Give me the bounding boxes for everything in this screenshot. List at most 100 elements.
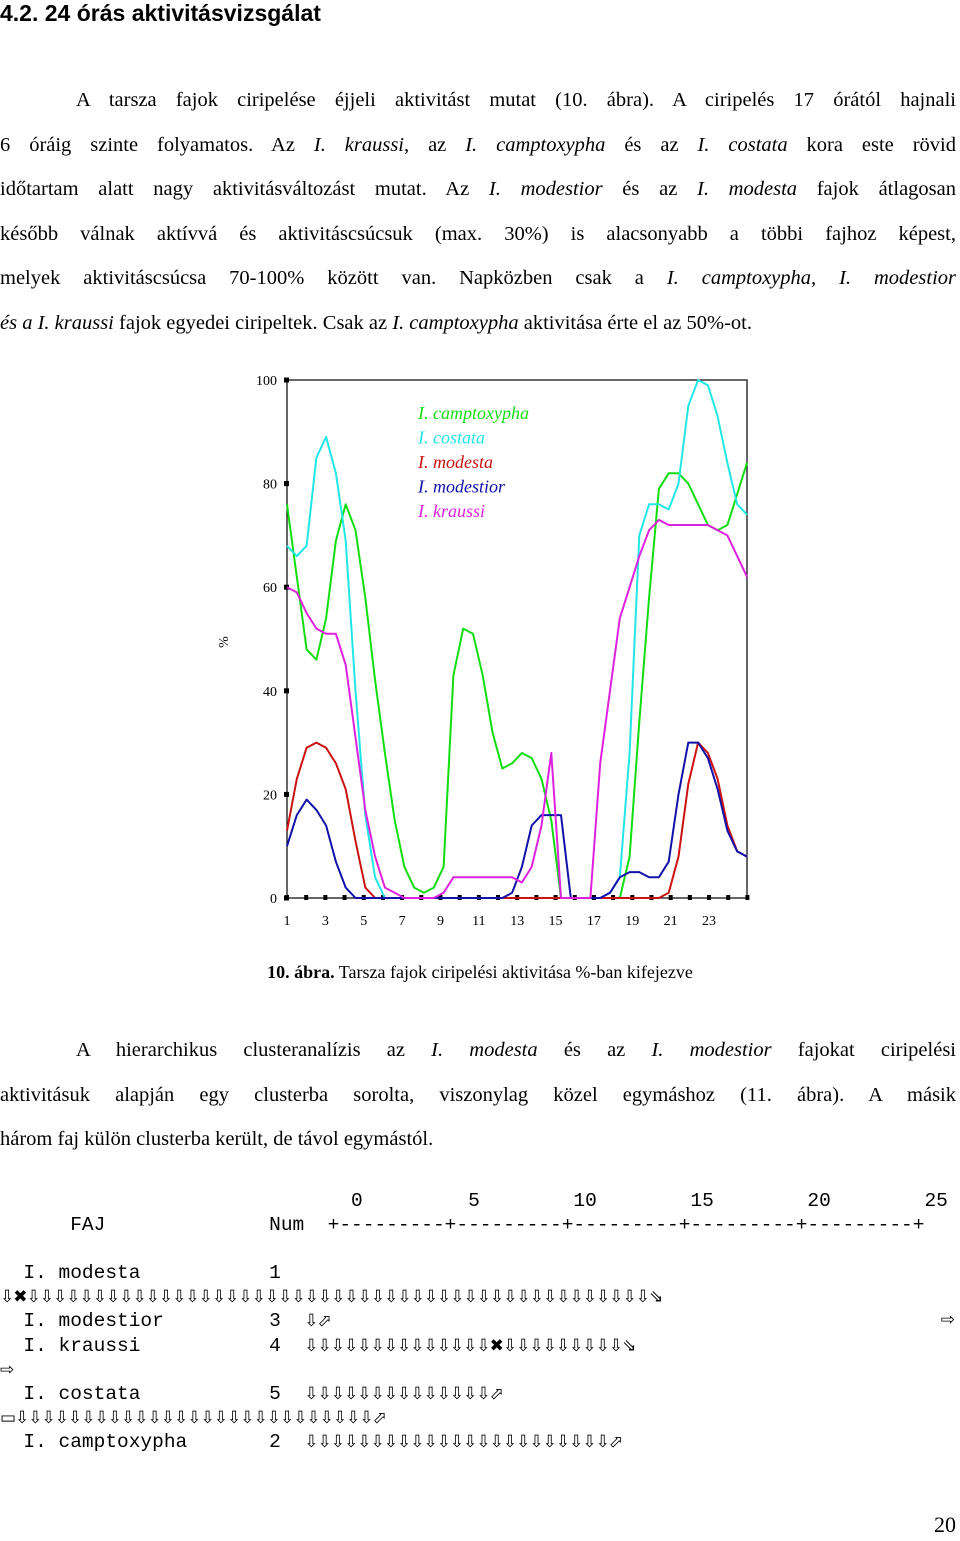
text-line: három faj külön clusterba került, de táv… xyxy=(0,1117,956,1162)
x-tick-label: 15 xyxy=(549,914,563,929)
x-tick-mark xyxy=(323,895,328,900)
paragraph-activity: A tarsza fajok ciripelése éjjeli aktivit… xyxy=(0,78,956,345)
x-tick-label: 17 xyxy=(587,914,601,929)
text-run: és az xyxy=(605,133,698,156)
dendrogram-row: I. kraussi 4 ⇩⇩⇩⇩⇩⇩⇩⇩⇩⇩⇩⇩⇩⇩✖⇩⇩⇩⇩⇩⇩⇩⇩⇩⇘ xyxy=(0,1335,960,1357)
x-tick-mark xyxy=(726,895,731,900)
text-run: 6 óráig szinte folyamatos. Az xyxy=(0,133,314,156)
text-line: A tarsza fajok ciripelése éjjeli aktivit… xyxy=(0,78,956,123)
y-tick-label: 60 xyxy=(263,581,277,596)
dendrogram-row: I. costata 5 ⇩⇩⇩⇩⇩⇩⇩⇩⇩⇩⇩⇩⇩⇩⬀ xyxy=(0,1383,960,1405)
dendrogram-label: I. modesta 1 xyxy=(0,1262,281,1284)
caption-text: Tarsza fajok ciripelési aktivitása %-ban… xyxy=(334,962,693,982)
text-run: A hierarchikus clusteranalízis az xyxy=(76,1039,432,1061)
dendrogram-row: ⇩✖⇩⇩⇩⇩⇩⇩⇩⇩⇩⇩⇩⇩⇩⇩⇩⇩⇩⇩⇩⇩⇩⇩⇩⇩⇩⇩⇩⇩⇩⇩⇩⇩⇩⇩⇩⇩⇩⇩… xyxy=(0,1286,960,1308)
plot-frame xyxy=(286,379,748,899)
text-run: fajok átlagosan xyxy=(797,178,956,200)
species-name: I. modesta xyxy=(431,1039,538,1061)
species-name: I. camptoxypha xyxy=(392,311,519,334)
x-tick-label: 3 xyxy=(322,914,329,929)
species-name: I. modestior xyxy=(488,178,603,200)
text-run: és az xyxy=(537,1039,652,1061)
x-tick-label: 11 xyxy=(472,914,485,929)
dendrogram-branch: ⇨ xyxy=(0,1359,14,1380)
dendrogram-row: I. camptoxypha 2 ⇩⇩⇩⇩⇩⇩⇩⇩⇩⇩⇩⇩⇩⇩⇩⇩⇩⇩⇩⇩⇩⇩⇩… xyxy=(0,1431,960,1453)
page-number: 20 xyxy=(934,1512,956,1537)
dendrogram-branch: ▭⇩⇩⇩⇩⇩⇩⇩⇩⇩⇩⇩⇩⇩⇩⇩⇩⇩⇩⇩⇩⇩⇩⇩⇩⇩⇩⇩⬀ xyxy=(0,1408,387,1429)
dendrogram-label: I. costata 5 xyxy=(0,1383,305,1405)
y-tick-mark xyxy=(284,481,289,487)
species-name: és a I. kraussi xyxy=(0,311,114,334)
x-tick-mark xyxy=(707,895,712,900)
x-tick-mark xyxy=(668,895,673,900)
y-tick-mark xyxy=(284,791,289,797)
species-name: I. modestior xyxy=(651,1039,772,1061)
x-axis: 1 3 5 7 9 11 13 15 17 19 21 23 xyxy=(284,895,750,929)
text-run: , az xyxy=(404,133,466,156)
legend-entry: I. kraussi xyxy=(417,501,485,521)
text-run: időtartam alatt nagy aktivitásváltozást … xyxy=(0,178,489,200)
dendrogram-row: I. modestior 3 ⇩⬀ ⇨ xyxy=(0,1310,960,1332)
legend-entry: I. modesta xyxy=(417,452,493,472)
legend-entry: I. camptoxypha xyxy=(417,403,529,423)
text-run: aktivitásuk alapján egy clusterba sorolt… xyxy=(0,1083,956,1106)
x-tick-label: 19 xyxy=(625,914,639,929)
dendrogram-branch: ⇩✖⇩⇩⇩⇩⇩⇩⇩⇩⇩⇩⇩⇩⇩⇩⇩⇩⇩⇩⇩⇩⇩⇩⇩⇩⇩⇩⇩⇩⇩⇩⇩⇩⇩⇩⇩⇩⇩⇩… xyxy=(0,1287,663,1308)
text-run: aktivitása érte el az 50%-ot. xyxy=(518,311,752,334)
series-line-0 xyxy=(286,462,748,899)
dendrogram-scale: 0 5 10 15 20 25 xyxy=(0,1190,948,1212)
x-tick-mark xyxy=(342,895,347,900)
series-lines xyxy=(286,379,748,899)
legend-entry: I. costata xyxy=(417,428,485,448)
dendrogram-header: FAJ Num +---------+---------+---------+-… xyxy=(0,1214,925,1236)
y-axis: 0 20 40 60 80 100 xyxy=(256,374,289,907)
series-line-3 xyxy=(286,741,748,899)
x-tick-mark xyxy=(285,895,289,900)
y-tick-label: 20 xyxy=(263,788,277,803)
text-run: fajok egyedei ciripeltek. Csak az xyxy=(113,311,393,334)
figure-caption: 10. ábra. Tarsza fajok ciripelési aktivi… xyxy=(0,962,960,983)
y-tick-mark xyxy=(284,584,289,590)
dendrogram-row: ▭⇩⇩⇩⇩⇩⇩⇩⇩⇩⇩⇩⇩⇩⇩⇩⇩⇩⇩⇩⇩⇩⇩⇩⇩⇩⇩⇩⬀ xyxy=(0,1407,960,1429)
dendrogram-row: ⇨ xyxy=(0,1359,960,1381)
x-tick-label: 13 xyxy=(510,914,524,929)
text-run: A tarsza fajok ciripelése éjjeli aktivit… xyxy=(76,89,956,111)
y-tick-label: 40 xyxy=(263,685,277,700)
x-tick-label: 5 xyxy=(360,914,367,929)
y-tick-label: 100 xyxy=(256,374,277,389)
dendrogram-branch: ⇩⇩⇩⇩⇩⇩⇩⇩⇩⇩⇩⇩⇩⇩⬀ xyxy=(304,1384,504,1404)
legend-entry: I. modestior xyxy=(417,477,506,497)
text-run: később válnak aktívvá és aktivitáscsúcsu… xyxy=(0,222,956,245)
species-name: I. costata xyxy=(697,133,788,156)
text-line: aktivitásuk alapján egy clusterba sorolt… xyxy=(0,1073,956,1118)
y-tick-mark xyxy=(284,377,289,383)
dendrogram-branch: ⇩⬀ xyxy=(304,1311,331,1332)
series-line-2 xyxy=(286,741,748,899)
dendrogram-join: ⇨ xyxy=(940,1310,955,1331)
paragraph-cluster: A hierarchikus clusteranalízis az I. mod… xyxy=(0,1028,956,1162)
species-name: I. camptoxypha, I. modestior xyxy=(666,267,956,289)
text-line: időtartam alatt nagy aktivitásváltozást … xyxy=(0,167,956,212)
dendrogram-label: I. modestior 3 xyxy=(0,1310,305,1333)
species-name: I. camptoxypha xyxy=(465,133,606,156)
x-tick-mark xyxy=(745,895,750,900)
legend: I. camptoxypha I. costata I. modesta I. mod… xyxy=(417,403,529,521)
section-heading: 4.2. 24 órás aktivitásvizsgálat xyxy=(0,0,321,26)
text-line: és a I. kraussi fajok egyedei ciripeltek… xyxy=(0,301,956,346)
x-tick-mark xyxy=(304,895,309,900)
series-line-1 xyxy=(286,379,748,899)
x-tick-label: 21 xyxy=(664,914,678,929)
text-run: fajokat ciripelési xyxy=(771,1039,957,1061)
dendrogram-branch: ⇩⇩⇩⇩⇩⇩⇩⇩⇩⇩⇩⇩⇩⇩⇩⇩⇩⇩⇩⇩⇩⇩⇩⬀ xyxy=(304,1432,623,1453)
y-tick-mark xyxy=(284,688,289,694)
x-tick-label: 7 xyxy=(399,914,406,929)
text-run: és az xyxy=(602,178,698,200)
dendrogram-branch: ⇩⇩⇩⇩⇩⇩⇩⇩⇩⇩⇩⇩⇩⇩✖⇩⇩⇩⇩⇩⇩⇩⇩⇩⇘ xyxy=(304,1335,636,1356)
y-axis-label: % xyxy=(217,636,232,648)
text-line: 6 óráig szinte folyamatos. Az I. kraussi… xyxy=(0,123,956,168)
dendrogram-row: I. modesta 1 xyxy=(0,1262,960,1284)
text-line: később válnak aktívvá és aktivitáscsúcsu… xyxy=(0,212,956,257)
species-name: I. kraussi xyxy=(313,133,404,156)
x-tick-label: 1 xyxy=(284,914,291,929)
